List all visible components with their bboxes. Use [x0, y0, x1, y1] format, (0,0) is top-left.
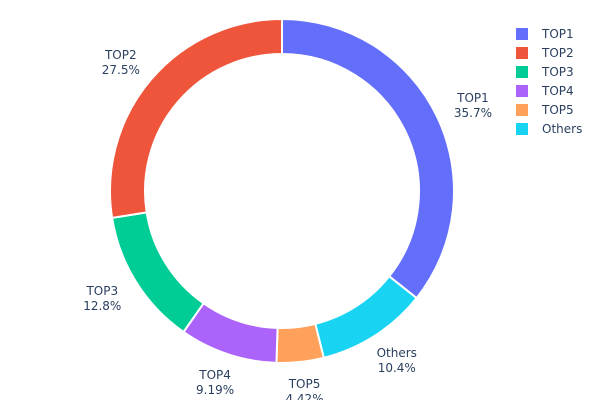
legend-swatch [516, 104, 528, 116]
legend-label: TOP2 [541, 46, 574, 60]
legend-label: TOP3 [541, 65, 574, 79]
slice-label-top4: TOP4 9.19% [196, 368, 234, 397]
legend-label: TOP5 [541, 103, 574, 117]
legend-item-top4[interactable]: TOP4 [516, 84, 574, 98]
legend[interactable]: TOP1 TOP2 TOP3 TOP4 TOP5 Others [516, 27, 582, 136]
slice-top2[interactable] [109, 17, 283, 220]
legend-item-top2[interactable]: TOP2 [516, 46, 574, 60]
legend-item-top5[interactable]: TOP5 [516, 103, 574, 117]
slice-label-others: Others 10.4% [377, 346, 417, 375]
legend-item-others[interactable]: Others [516, 122, 582, 136]
legend-swatch [516, 47, 528, 59]
slice-top3[interactable] [110, 211, 205, 334]
slice-top5[interactable] [275, 322, 325, 364]
slices [109, 17, 455, 364]
slice-labels: TOP1 35.7% Others 10.4% TOP5 4.42% TOP4 9.19% TO… [83, 48, 492, 404]
legend-swatch [516, 28, 528, 40]
legend-swatch [516, 123, 528, 135]
slice-label-top5: TOP5 4.42% [285, 377, 323, 400]
legend-item-top3[interactable]: TOP3 [516, 65, 574, 79]
legend-label: TOP4 [541, 84, 574, 98]
slice-top1[interactable] [281, 17, 455, 300]
legend-swatch [516, 85, 528, 97]
slice-label-top2: TOP2 27.5% [102, 48, 140, 77]
legend-swatch [516, 66, 528, 78]
legend-item-top1[interactable]: TOP1 [516, 27, 574, 41]
slice-label-top3: TOP3 12.8% [83, 284, 121, 313]
legend-label: TOP1 [541, 27, 574, 41]
legend-label: Others [542, 122, 582, 136]
slice-label-top1: TOP1 35.7% [454, 91, 492, 120]
